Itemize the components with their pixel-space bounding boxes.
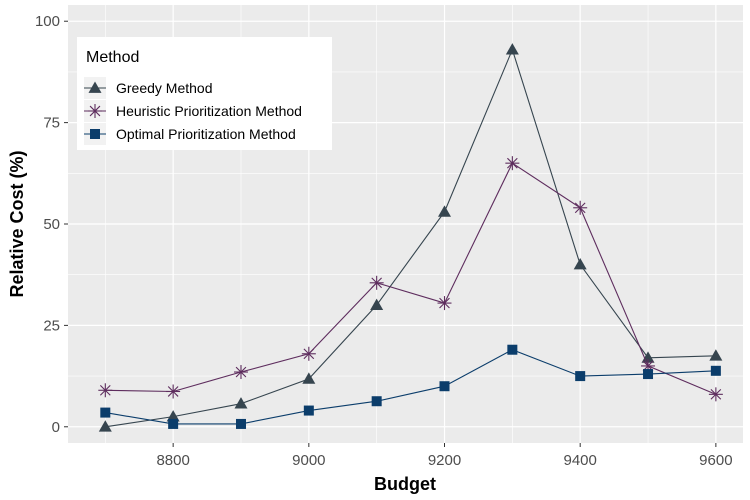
x-tick-label: 9400 [563, 452, 596, 469]
data-point-marker [438, 205, 452, 217]
legend-label: Greedy Method [116, 80, 213, 96]
series-line [105, 162, 717, 395]
data-point-marker [302, 372, 316, 384]
legend-item: Greedy Method [84, 77, 213, 99]
x-tick-label: 9600 [699, 452, 732, 469]
legend-title: Method [86, 49, 139, 66]
legend-key-marker [88, 104, 102, 118]
data-point-marker [166, 384, 181, 399]
data-point-marker [710, 365, 721, 376]
axes: 0 25 50 75 100 8800 9000 9200 9400 9600 [35, 13, 733, 469]
y-tick-label: 75 [43, 115, 60, 132]
y-tick-label: 0 [52, 419, 60, 436]
data-series [98, 43, 723, 432]
data-point-marker [641, 351, 655, 363]
y-tick-label: 25 [43, 317, 60, 334]
data-point-marker [166, 410, 180, 422]
data-point-marker [370, 298, 384, 310]
legend-key-marker [90, 129, 100, 139]
data-point-marker [439, 381, 450, 392]
legend: Method Greedy Method Heuristic Prioritiza… [77, 37, 332, 150]
series-2 [98, 156, 723, 402]
data-point-marker [709, 349, 723, 361]
legend-key-marker [88, 81, 102, 93]
y-tick-label: 100 [35, 13, 60, 30]
series-line [105, 349, 716, 425]
x-axis-title: Budget [374, 474, 436, 494]
y-tick-label: 50 [43, 216, 60, 233]
data-point-marker [100, 407, 111, 418]
legend-background [77, 37, 332, 150]
data-point-marker [98, 420, 112, 432]
y-axis-title: Relative Cost (%) [7, 150, 27, 297]
data-point-marker [233, 365, 248, 380]
data-point-marker [507, 344, 518, 355]
data-point-marker [573, 258, 587, 270]
x-tick-label: 9200 [428, 452, 461, 469]
series-line [105, 48, 716, 428]
data-point-marker [505, 43, 519, 55]
data-point-marker [505, 156, 520, 171]
data-point-marker [708, 387, 723, 402]
data-point-marker [235, 418, 246, 429]
x-tick-label: 9000 [292, 452, 325, 469]
data-point-marker [234, 397, 248, 409]
data-point-marker [98, 383, 113, 398]
legend-item: Heuristic Prioritization Method [84, 100, 302, 122]
data-point-marker [369, 275, 384, 290]
data-point-marker [303, 405, 314, 416]
legend-item: Optimal Prioritization Method [84, 123, 296, 145]
data-point-marker [301, 346, 316, 361]
legend-label: Heuristic Prioritization Method [116, 103, 302, 119]
x-tick-label: 8800 [156, 452, 189, 469]
data-point-marker [168, 418, 179, 429]
series-3 [100, 344, 721, 429]
series-1 [98, 43, 723, 432]
data-point-marker [437, 296, 452, 311]
data-point-marker [643, 369, 654, 380]
data-point-marker [573, 200, 588, 215]
data-point-marker [575, 371, 586, 382]
data-point-marker [371, 396, 382, 407]
legend-label: Optimal Prioritization Method [116, 126, 296, 142]
